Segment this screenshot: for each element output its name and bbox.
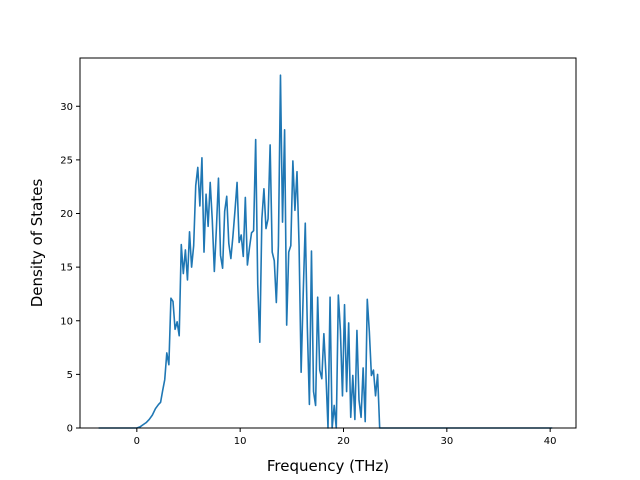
x-tick-label: 20 (337, 436, 350, 447)
y-tick-label: 0 (67, 424, 73, 435)
y-tick-label: 25 (60, 155, 73, 166)
plot-background (80, 58, 576, 428)
x-axis-ticks: 0 10 20 30 40 (134, 428, 557, 447)
x-tick-label: 0 (134, 436, 140, 447)
y-axis-label: Density of States (28, 179, 46, 308)
y-tick-label: 20 (60, 209, 73, 220)
y-tick-label: 10 (60, 316, 73, 327)
y-tick-label: 15 (60, 263, 73, 274)
y-tick-label: 30 (60, 102, 73, 113)
x-tick-label: 10 (234, 436, 247, 447)
series-line (98, 74, 553, 429)
x-axis-label: Frequency (THz) (267, 457, 389, 475)
y-tick-label: 5 (67, 370, 73, 381)
x-tick-label: 40 (544, 436, 557, 447)
series-layer (98, 74, 553, 429)
y-axis-ticks: 0 5 10 15 20 25 30 (60, 102, 80, 435)
plot-frame (79, 57, 577, 429)
x-tick-label: 30 (440, 436, 453, 447)
